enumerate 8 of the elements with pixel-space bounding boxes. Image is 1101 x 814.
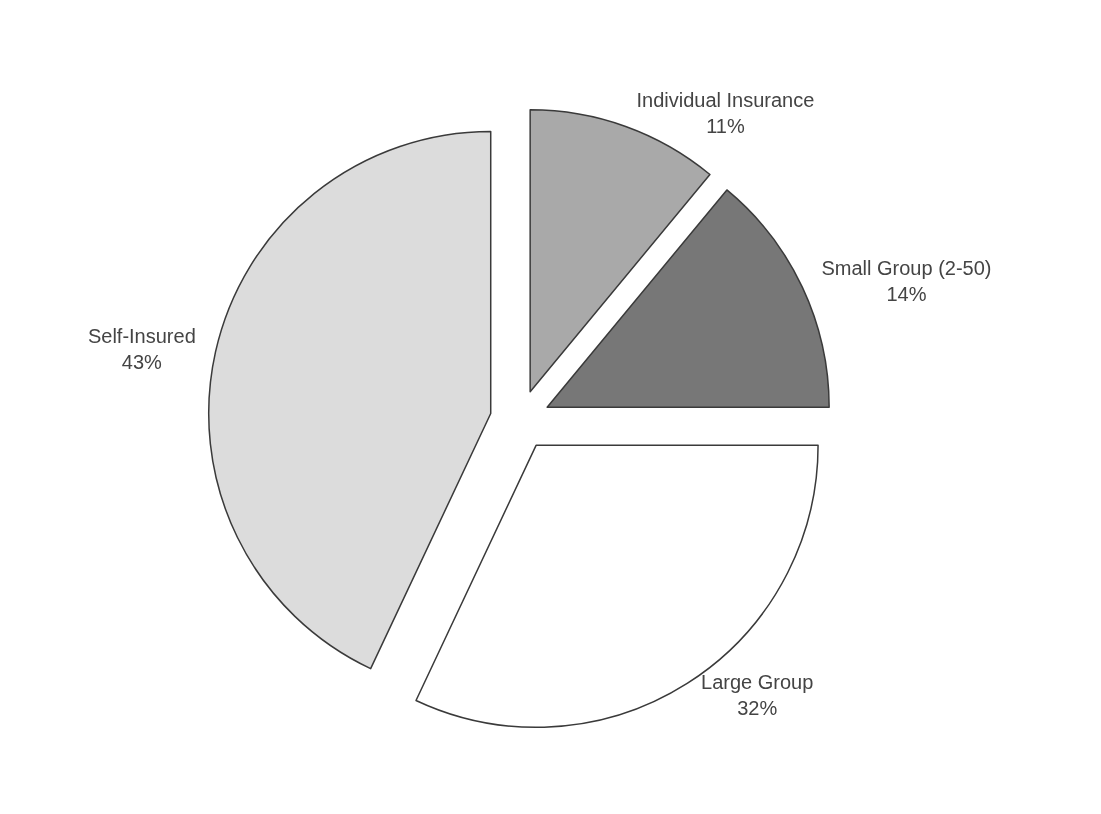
slice-label: Individual Insurance — [636, 89, 815, 112]
data-label: 14% — [886, 283, 927, 306]
data-label: 43% — [121, 350, 163, 373]
slice-label: Self-Insured — [87, 324, 196, 347]
slice-label: Small Group (2-50) — [821, 257, 992, 280]
data-label: 32% — [737, 697, 778, 720]
slice-label: Large Group — [701, 671, 814, 694]
data-label: 11% — [706, 115, 745, 138]
